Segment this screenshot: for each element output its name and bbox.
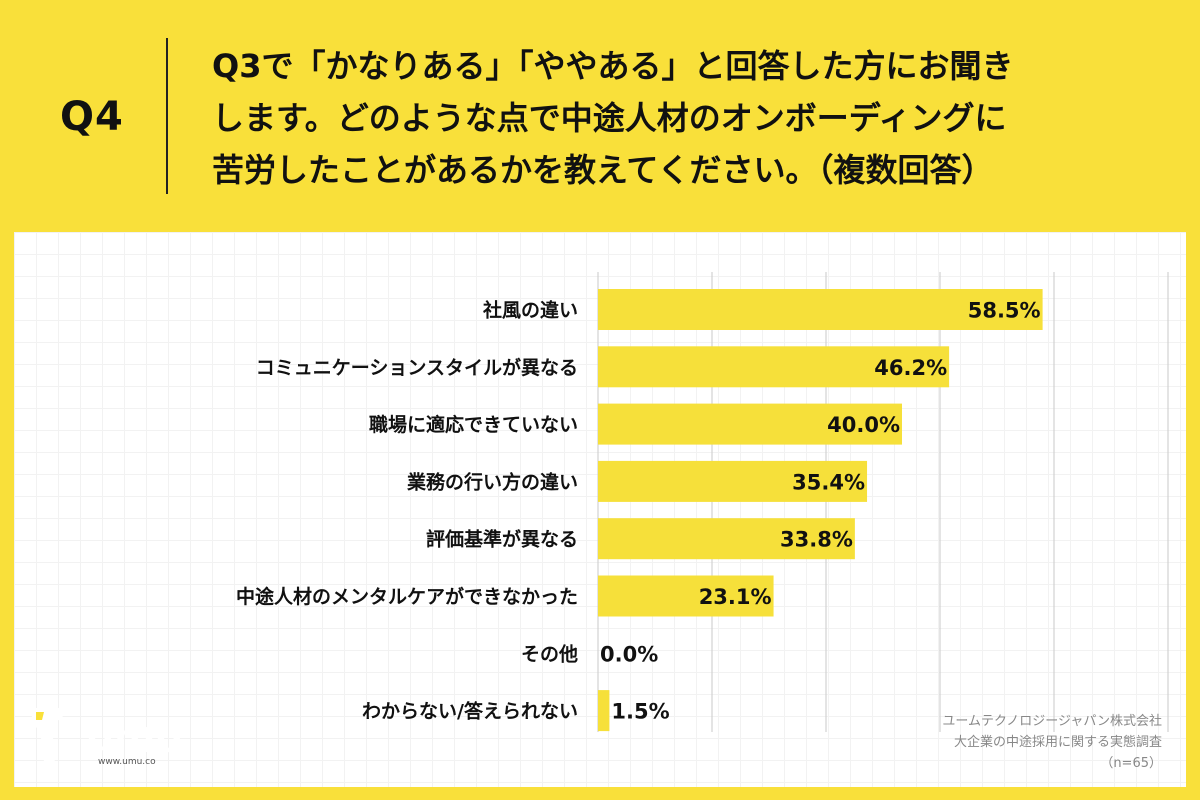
- source-company: ユームテクノロジージャパン株式会社: [942, 714, 1162, 729]
- bar: [598, 518, 855, 560]
- question-divider: [166, 38, 168, 194]
- value-label: 1.5%: [611, 700, 669, 724]
- value-label: 40.0%: [827, 413, 900, 437]
- bar: [598, 460, 868, 502]
- source-note: ユームテクノロジージャパン株式会社 大企業の中途採用に関する実態調査 （n=65…: [942, 711, 1162, 774]
- logo-url: www.umu.co: [98, 757, 156, 767]
- category-label: 評価基準が異なる: [426, 528, 578, 551]
- category-label: 社風の違い: [482, 299, 578, 322]
- logo-wordmark: umu: [86, 710, 183, 762]
- value-label: 23.1%: [699, 585, 772, 609]
- value-label: 0.0%: [600, 642, 658, 666]
- category-label: わからない/答えられない: [362, 700, 578, 723]
- category-label: 中途人材のメンタルケアができなかった: [236, 585, 578, 608]
- bar: [598, 403, 902, 445]
- umu-logo: umu: [22, 700, 192, 780]
- giraffe-icon: [30, 708, 66, 778]
- bar: [598, 575, 774, 617]
- bar-chart: 社風の違い 58.5% コミュニケーションスタイルが異なる 46.2% 職場に適応できて…: [236, 272, 1169, 732]
- value-label: 35.4%: [792, 470, 865, 494]
- category-label: 職場に適応できていない: [369, 413, 578, 436]
- value-label: 33.8%: [780, 528, 853, 552]
- source-sample-size: （n=65）: [1100, 756, 1162, 771]
- question-number: Q4: [60, 94, 124, 140]
- bar: [598, 690, 610, 732]
- value-label: 46.2%: [874, 356, 947, 380]
- bar: [598, 346, 950, 388]
- category-label: コミュニケーションスタイルが異なる: [256, 356, 578, 379]
- category-label: その他: [521, 642, 578, 665]
- category-label: 業務の行い方の違い: [406, 470, 578, 493]
- bar: [598, 289, 1043, 330]
- chart-panel: 社風の違い 58.5% コミュニケーションスタイルが異なる 46.2% 職場に適応できて…: [14, 232, 1186, 787]
- value-label: 58.5%: [968, 299, 1041, 323]
- question-text: Q3で「かなりある」「ややある」と回答した方にお聞き します。どのような点で中途…: [212, 47, 1014, 189]
- source-survey: 大企業の中途採用に関する実態調査: [953, 735, 1162, 750]
